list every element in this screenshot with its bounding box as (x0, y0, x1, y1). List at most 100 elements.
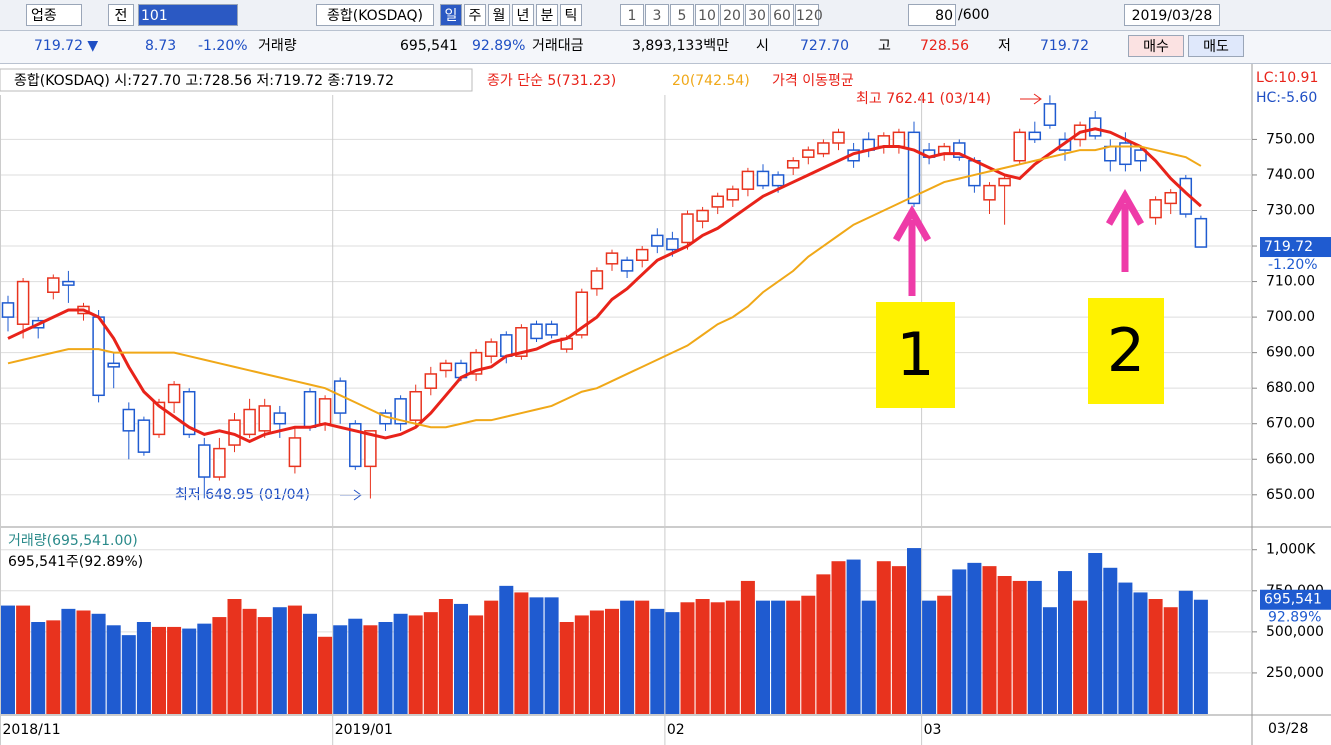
sell-button[interactable]: 매도 (1188, 35, 1244, 57)
volume-rate: 92.89% (472, 38, 526, 54)
volume-bar (242, 608, 257, 714)
candle-body (877, 135, 891, 148)
volume-bar (937, 595, 952, 714)
volume-bar (1012, 580, 1027, 714)
buy-button[interactable]: 매수 (1128, 35, 1184, 57)
amount: 3,893,133백만 (632, 38, 730, 54)
volume-bar (756, 600, 770, 714)
candle-body (832, 131, 845, 144)
candle-body (590, 270, 604, 290)
market-select[interactable]: 업종 (26, 4, 82, 26)
ma-line (7, 145, 1202, 429)
marker: 1 (876, 302, 955, 408)
candle-body (515, 327, 528, 357)
volume-bar (605, 608, 619, 714)
candle-body (696, 209, 709, 222)
interval-button[interactable]: 10 (695, 4, 719, 26)
volume-bar (695, 599, 710, 714)
volume-bar (771, 600, 786, 714)
chart-title: 종합(KOSDAQ) 시:727.70 고:728.56 저:719.72 종:… (14, 73, 394, 89)
candle-body (1194, 217, 1208, 248)
period-button[interactable]: 일 (440, 4, 462, 26)
volume-bar (922, 600, 937, 714)
period-button[interactable]: 월 (488, 4, 510, 26)
volume-bar (1163, 607, 1178, 714)
candle-body (394, 398, 407, 425)
candle-body (484, 341, 498, 357)
interval-button[interactable]: 1 (620, 4, 644, 26)
candle-body (500, 334, 513, 357)
price-marker-rate: -1.20% (1268, 257, 1318, 273)
period-button[interactable]: 년 (512, 4, 534, 26)
volume-bar (469, 615, 484, 714)
candle-body (666, 238, 679, 251)
label: 시 (756, 38, 769, 54)
label: 거래대금 (532, 38, 584, 54)
volume-bar (106, 625, 121, 714)
interval-button[interactable]: 20 (720, 4, 744, 26)
candle-body (16, 280, 30, 325)
candle-body (107, 362, 120, 368)
candle-body (273, 412, 287, 425)
count-input[interactable]: 80 (908, 4, 956, 26)
volume-bar (861, 600, 876, 714)
y-tick-label: 250,000 (1266, 665, 1324, 681)
y-tick-label: 710.00 (1266, 274, 1315, 290)
volume-bar (801, 595, 816, 714)
volume-bar (650, 608, 665, 714)
candle-body (681, 213, 694, 244)
volume-bar (1133, 592, 1148, 714)
volume-bar (620, 600, 635, 714)
prev-button[interactable]: 전 (108, 4, 134, 26)
volume-bar (333, 625, 348, 714)
interval-button[interactable]: 60 (770, 4, 794, 26)
volume-bar (197, 623, 212, 714)
interval-button[interactable]: 120 (795, 4, 823, 26)
volume-bar (1027, 580, 1042, 714)
volume-bar (378, 622, 393, 714)
volume-bar (740, 580, 755, 714)
legend-entry: 종가 단순 5(731.23) (487, 73, 616, 89)
price-marker (1260, 237, 1331, 258)
volume-bar (1058, 571, 1072, 714)
volume-bar (846, 559, 861, 714)
code-input[interactable]: 101 (138, 4, 238, 26)
volume-bar (589, 610, 604, 714)
volume-bar (816, 574, 831, 714)
period-button[interactable]: 분 (536, 4, 558, 26)
interval-button[interactable]: 3 (645, 4, 669, 26)
candle-body (756, 170, 770, 187)
legend-entry: 가격 이동평균 (772, 73, 854, 89)
volume-bar (1042, 607, 1057, 714)
interval-button[interactable]: 30 (745, 4, 769, 26)
period-button[interactable]: 틱 (560, 4, 582, 26)
date-input[interactable]: 2019/03/28 (1124, 4, 1220, 26)
candle-body (167, 383, 181, 404)
ma-line (7, 127, 1202, 444)
volume-bar (212, 617, 227, 714)
volume-bar (484, 600, 499, 714)
volume-bar (1148, 599, 1163, 714)
interval-button[interactable]: 5 (670, 4, 694, 26)
volume-marker-rate: 92.89% (1268, 610, 1321, 626)
candle-body (953, 142, 966, 158)
y-tick-label: 670.00 (1266, 416, 1315, 432)
x-tick-label: 2019/01 (335, 722, 393, 738)
candle-body (47, 277, 60, 293)
candle-body (907, 131, 921, 205)
hc-label: HC:-5.60 (1256, 90, 1317, 106)
candle-body (1119, 142, 1132, 166)
candle-body (802, 149, 815, 158)
volume-bar (31, 622, 46, 714)
candle-body (424, 373, 438, 389)
candle-body (1088, 117, 1102, 137)
candle-body (303, 390, 317, 429)
volume-bar (1178, 590, 1193, 714)
end-label: 03/28 (1268, 721, 1308, 737)
candle-body (545, 323, 558, 336)
volume-bar (725, 600, 740, 714)
candle-body (1134, 149, 1147, 162)
period-button[interactable]: 주 (464, 4, 486, 26)
volume-bar (136, 622, 151, 714)
